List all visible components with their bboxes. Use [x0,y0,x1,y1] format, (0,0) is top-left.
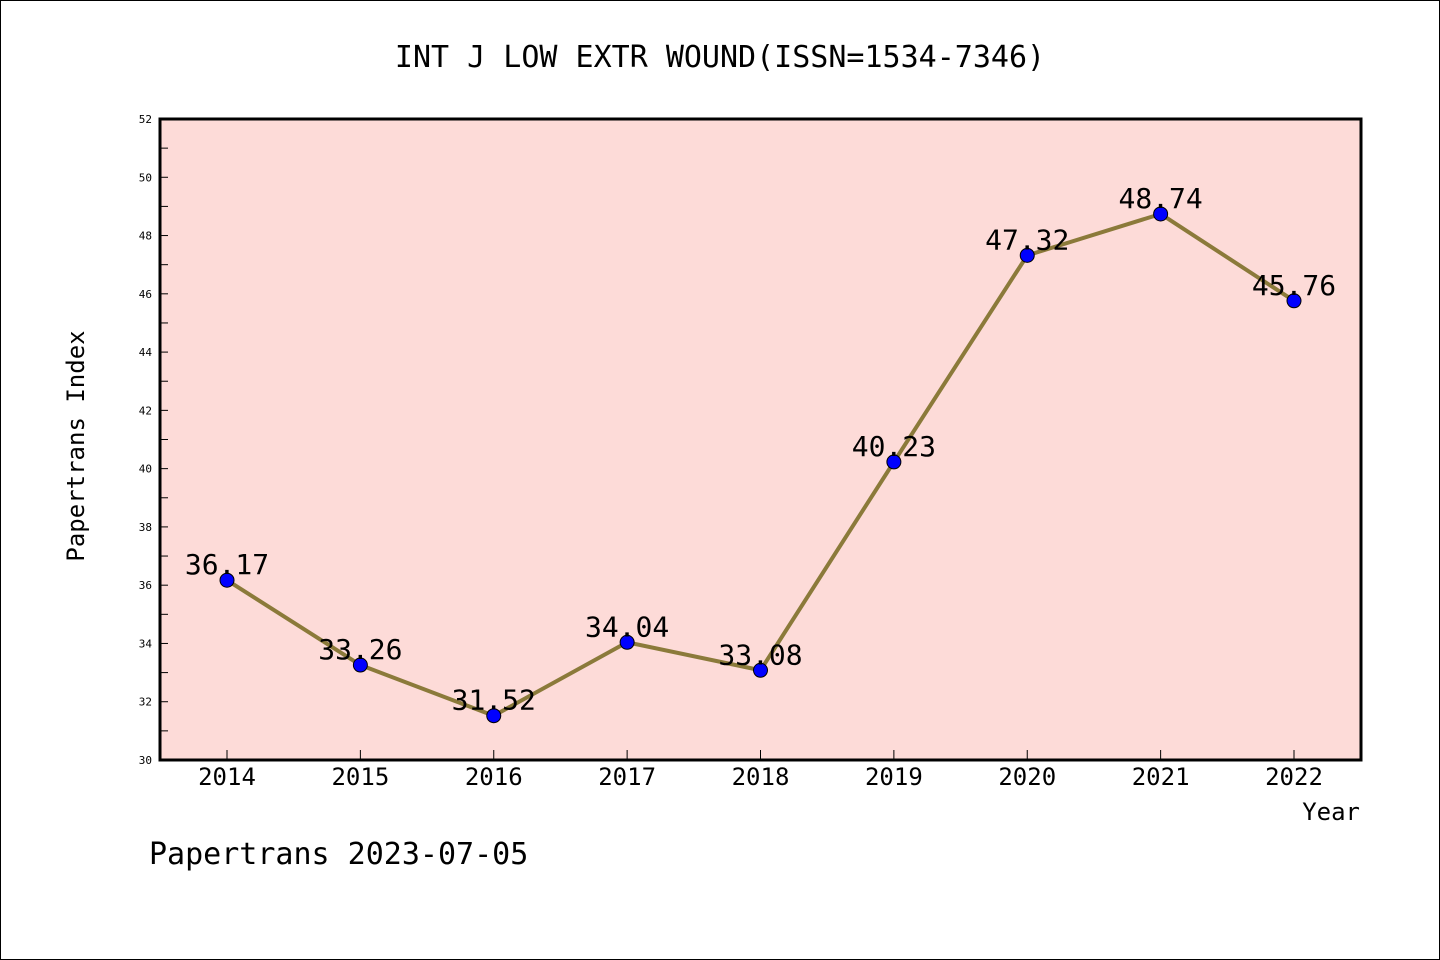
data-label: 31.52 [452,684,536,717]
y-axis-label: Papertrans Index [62,330,90,561]
x-tick-label: 2019 [865,763,923,791]
x-tick-label: 2018 [732,763,790,791]
y-tick-label: 46 [139,288,152,301]
y-axis: 30 32 34 36 38 40 42 44 46 48 50 52 [139,113,168,767]
data-point [1153,206,1169,222]
x-tick-label: 2016 [465,763,523,791]
y-tick-label: 42 [139,404,152,417]
y-tick-label: 38 [139,521,152,534]
data-point [753,662,768,678]
y-tick-label: 52 [139,113,152,126]
data-label: 40.23 [852,430,936,463]
data-label: 34.04 [585,610,669,643]
data-label: 48.74 [1118,182,1202,215]
x-axis-label: Year [1302,798,1360,826]
data-point [219,572,235,588]
data-labels: 36.17 33.26 31.52 34.04 33.08 40.23 47.32 48.74… [185,182,1336,717]
x-tick-label: 2021 [1132,763,1190,791]
data-label: 47.32 [985,223,1069,256]
data-label: 36.17 [185,548,269,581]
x-tick-label: 2022 [1265,763,1323,791]
data-label: 45.76 [1252,269,1336,302]
x-tick-label: 2015 [331,763,389,791]
data-point [486,708,502,724]
data-point [1286,293,1302,309]
y-tick-label: 44 [139,346,153,359]
y-tick-label: 48 [139,230,152,243]
x-tick-label: 2014 [198,763,256,791]
y-tick-label: 40 [139,463,152,476]
data-label: 33.08 [718,638,802,671]
chart-title: INT J LOW EXTR WOUND(ISSN=1534-7346) [395,40,1045,75]
data-point [1019,247,1035,263]
x-tick-label: 2017 [598,763,656,791]
plot-area [158,117,1363,762]
footer-text: Papertrans 2023-07-05 [149,837,528,872]
data-point [886,454,902,470]
data-markers [219,206,1302,724]
data-point [619,634,635,650]
y-tick-label: 32 [139,696,152,709]
y-tick-label: 30 [139,754,152,767]
x-axis: 2014 2015 2016 2017 2018 2019 2020 2021 2022 [198,750,1323,791]
data-point [352,657,368,673]
y-tick-label: 50 [139,171,152,184]
data-label: 33.26 [318,633,402,666]
y-tick-label: 34 [139,637,153,650]
x-tick-label: 2020 [998,763,1056,791]
y-tick-label: 36 [139,579,152,592]
